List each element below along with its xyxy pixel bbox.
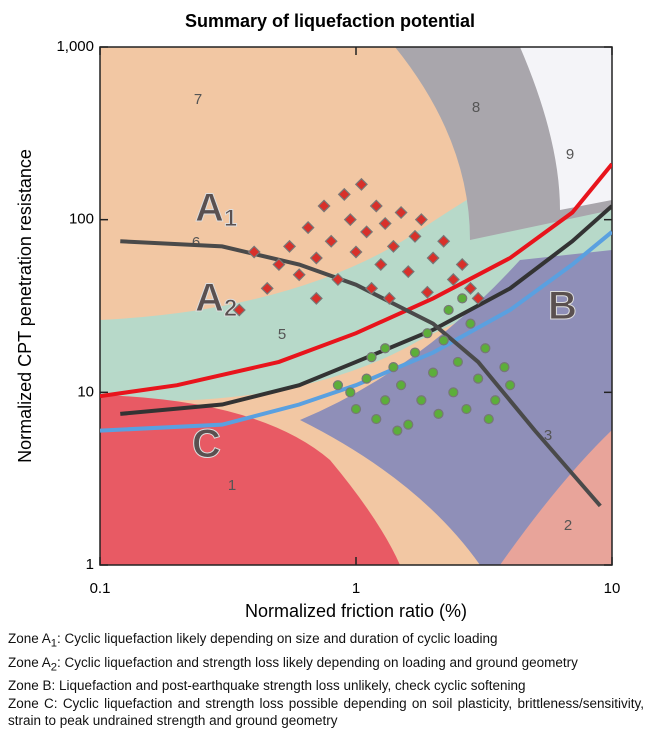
note: Zone A1: Cyclic liquefaction likely depe… [8, 630, 644, 653]
data-point [444, 305, 453, 314]
data-point [491, 396, 500, 405]
zone-letter: A [195, 276, 224, 320]
data-point [429, 368, 438, 377]
note-text: : Liquefaction and post-earthquake stren… [52, 678, 526, 693]
zone-letter: B [548, 284, 577, 328]
data-point [449, 388, 458, 397]
x-tick-label: 1 [352, 580, 360, 597]
data-point [506, 381, 515, 390]
y-tick-label: 1,000 [56, 38, 94, 55]
data-point [389, 363, 398, 372]
data-point [404, 420, 413, 429]
data-point [367, 353, 376, 362]
zone-number: 2 [564, 517, 572, 534]
note-text: : Cyclic liquefaction likely depending o… [57, 631, 498, 646]
data-point [397, 381, 406, 390]
data-point [453, 357, 462, 366]
zone-label: C [192, 422, 221, 466]
data-point [352, 405, 361, 414]
zone-letter: A [195, 186, 224, 230]
note-zone: Zone B [8, 678, 52, 693]
data-point [381, 396, 390, 405]
note-text: : Cyclic liquefaction and strength loss … [57, 655, 578, 670]
data-point [439, 336, 448, 345]
zone-letter: C [192, 422, 221, 466]
note-text: : Cyclic liquefaction and strength loss … [8, 696, 644, 728]
note: Zone C: Cyclic liquefaction and strength… [8, 695, 644, 729]
zone-label: B [548, 284, 577, 328]
zone-number: 1 [228, 477, 236, 494]
x-axis-label: Normalized friction ratio (%) [245, 601, 467, 621]
page: Summary of liquefaction potential Normal… [0, 0, 656, 751]
y-axis-label: Normalized CPT penetration resistance [15, 149, 35, 463]
data-point [481, 344, 490, 353]
data-point [381, 344, 390, 353]
data-point [500, 363, 509, 372]
zone-number: 8 [472, 99, 480, 116]
note: Zone A2: Cyclic liquefaction and strengt… [8, 654, 644, 677]
zone-number: 5 [278, 326, 286, 343]
data-point [466, 319, 475, 328]
data-point [474, 374, 483, 383]
y-tick-label: 1 [86, 556, 94, 573]
note-zone: Zone A [8, 655, 51, 670]
x-tick-label: 0.1 [90, 580, 111, 597]
note-zone: Zone C [8, 696, 54, 711]
y-tick-label: 10 [77, 383, 94, 400]
zone-subscript: 1 [224, 205, 237, 232]
data-point [372, 415, 381, 424]
chart-title: Summary of liquefaction potential [185, 11, 475, 31]
note: Zone B: Liquefaction and post-earthquake… [8, 677, 644, 694]
data-point [393, 426, 402, 435]
zone-number: 7 [194, 91, 202, 108]
data-point [410, 348, 419, 357]
data-point [484, 415, 493, 424]
data-point [346, 388, 355, 397]
zone-background [100, 47, 612, 565]
data-point [333, 381, 342, 390]
zone-number: 6 [192, 234, 200, 251]
data-point [423, 329, 432, 338]
chart: Summary of liquefaction potential Normal… [0, 0, 656, 625]
y-tick-label: 100 [69, 211, 94, 228]
x-tick-label: 10 [604, 580, 621, 597]
data-point [417, 396, 426, 405]
notes: Zone A1: Cyclic liquefaction likely depe… [8, 630, 644, 730]
data-point [458, 294, 467, 303]
data-point [434, 409, 443, 418]
note-zone: Zone A [8, 631, 51, 646]
data-point [462, 405, 471, 414]
zone-number: 9 [566, 146, 574, 163]
data-point [362, 374, 371, 383]
